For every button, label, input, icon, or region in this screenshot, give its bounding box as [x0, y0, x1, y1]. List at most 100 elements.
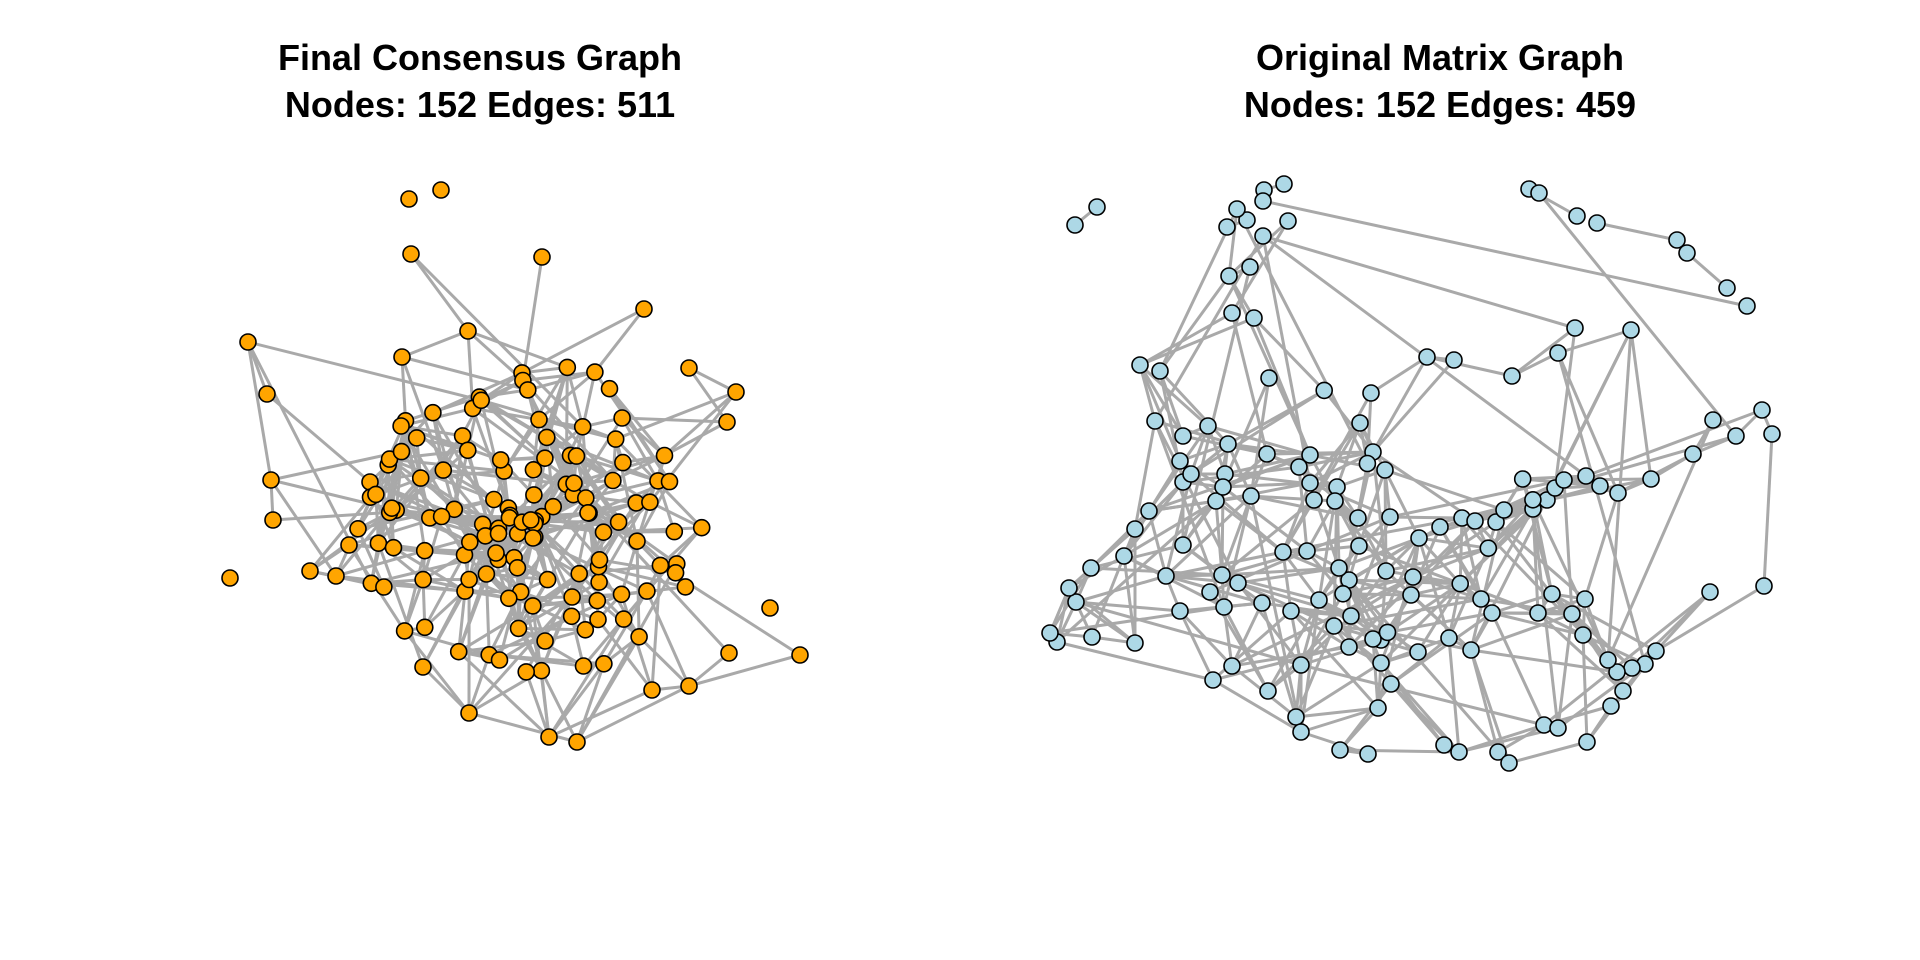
original-graph-edge: [1581, 634, 1589, 743]
original-graph-edge: [1387, 611, 1493, 634]
consensus-graph-node: [239, 333, 257, 351]
consensus-graph-node: [655, 446, 674, 465]
original-graph-node: [1275, 175, 1293, 193]
consensus-graph-edge: [467, 329, 568, 369]
original-graph-node: [1083, 628, 1101, 646]
consensus-graph-edge: [582, 590, 649, 667]
consensus-graph-node: [525, 486, 543, 504]
original-graph-edge: [1306, 515, 1391, 553]
original-graph-edge: [1235, 208, 1369, 465]
original-graph-edge: [1655, 584, 1765, 653]
original-graph-node: [1115, 547, 1133, 565]
original-graph-node: [1131, 356, 1149, 374]
original-graph-edge: [1338, 536, 1420, 570]
original-graph-edge: [1299, 599, 1321, 733]
original-graph-node: [1495, 501, 1513, 519]
original-graph-node: [1410, 529, 1428, 547]
consensus-graph-node: [349, 519, 367, 538]
consensus-graph-edge: [534, 522, 604, 534]
consensus-graph-edge: [638, 635, 691, 688]
original-graph-edge: [1562, 479, 1574, 615]
consensus-graph-edge: [608, 387, 666, 457]
consensus-graph-edge: [517, 572, 581, 630]
consensus-graph-node: [411, 469, 430, 487]
original-graph-node: [1684, 445, 1702, 463]
consensus-graph-node: [487, 544, 505, 562]
original-graph-edge: [1371, 359, 1456, 453]
original-graph-node: [1259, 682, 1277, 700]
original-graph-node: [1157, 567, 1175, 585]
original-graph-node: [1349, 509, 1367, 527]
consensus-graph-edge: [527, 370, 596, 392]
consensus-graph-node: [530, 410, 548, 429]
original-graph-edge: [1338, 706, 1380, 752]
original-graph-edge: [1629, 329, 1653, 480]
original-graph-node: [1738, 297, 1756, 315]
original-graph-edge: [1389, 515, 1463, 520]
original-graph-node: [1701, 583, 1719, 601]
consensus-graph-edge: [524, 671, 551, 738]
original-graph-node: [1623, 659, 1641, 677]
consensus-graph-edge: [585, 479, 659, 500]
consensus-graph-edge: [467, 654, 491, 714]
consensus-graph-node: [449, 642, 468, 661]
original-graph-node: [1588, 214, 1606, 232]
consensus-graph-title: Final Consensus Graph Nodes: 152 Edges: …: [0, 34, 960, 128]
consensus-graph-node: [791, 646, 809, 664]
consensus-graph-edge: [565, 367, 585, 428]
consensus-graph-edge: [532, 604, 586, 632]
consensus-graph-node: [491, 451, 510, 469]
original-graph-edge: [1335, 422, 1362, 488]
consensus-graph-node: [458, 441, 477, 460]
consensus-graph-edge: [540, 670, 579, 743]
consensus-graph-edge: [650, 565, 662, 691]
consensus-graph-node: [643, 681, 661, 699]
original-graph-edge: [1261, 601, 1352, 618]
original-graph-node: [1219, 435, 1237, 453]
consensus-graph-node: [720, 644, 738, 662]
consensus-graph-edge: [517, 506, 555, 629]
original-graph-node: [1591, 477, 1609, 495]
original-graph-node: [1218, 218, 1236, 236]
consensus-graph-node: [477, 565, 496, 583]
original-graph-node: [1340, 638, 1358, 656]
original-graph-node: [1440, 629, 1458, 647]
original-graph-node: [1555, 471, 1573, 489]
original-graph-edge: [1537, 192, 1738, 437]
original-graph-edge: [1585, 690, 1625, 743]
original-graph-edge: [1215, 481, 1311, 503]
original-graph-node: [1364, 630, 1382, 648]
original-graph-edge: [1390, 636, 1450, 686]
consensus-graph-node: [558, 358, 577, 377]
original-graph-node: [1402, 586, 1420, 604]
original-graph-edge: [1384, 468, 1505, 512]
original-graph-edge: [1230, 312, 1269, 455]
original-graph-node: [1602, 697, 1620, 715]
original-graph-node: [1223, 304, 1241, 322]
consensus-graph-edge: [468, 578, 534, 608]
original-graph-node: [1472, 590, 1490, 608]
consensus-graph-edge: [471, 407, 575, 485]
original-graph-node: [1245, 309, 1263, 327]
original-graph-node: [1568, 207, 1586, 225]
consensus-graph-node: [508, 558, 527, 577]
consensus-graph-edge: [400, 356, 445, 471]
consensus-graph-edge: [335, 549, 426, 578]
consensus-graph-edge: [471, 407, 510, 509]
original-graph-edge: [1222, 485, 1308, 553]
consensus-graph-edge: [409, 253, 470, 332]
consensus-graph-edge: [480, 399, 578, 458]
original-graph-edge: [1075, 574, 1167, 604]
original-graph-node: [1642, 470, 1660, 488]
consensus-graph-node: [460, 570, 478, 589]
original-graph-node: [1292, 656, 1310, 674]
consensus-graph-edge: [687, 367, 729, 423]
consensus-graph-node: [536, 449, 554, 468]
consensus-graph-node: [499, 589, 518, 608]
original-graph-edge: [1139, 311, 1233, 367]
consensus-graph-edge: [500, 453, 571, 462]
consensus-graph-node: [537, 428, 556, 447]
original-graph-edge: [1220, 495, 1253, 576]
original-graph-node: [1310, 591, 1328, 609]
original-graph-edge: [1300, 730, 1369, 756]
